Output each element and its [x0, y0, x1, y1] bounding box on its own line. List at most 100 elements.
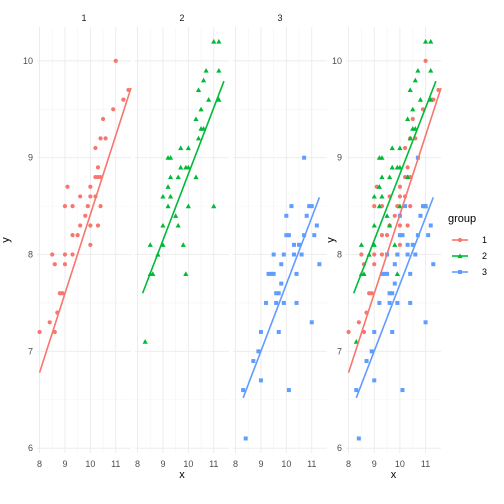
- data-point-group-1: [103, 136, 108, 141]
- facet-strip-label: 3: [277, 13, 282, 23]
- data-point-group-2: [165, 155, 171, 160]
- y-tick-label: 7: [28, 346, 33, 356]
- legend-key-marker-1: [457, 237, 463, 243]
- y-tick-label: 10: [23, 56, 33, 66]
- panel-2: 8 9 10 11 2: [135, 13, 229, 469]
- data-point-group-3: [369, 349, 374, 354]
- data-point-group-1: [397, 194, 403, 199]
- x-tick-label: 8: [233, 459, 238, 469]
- data-point-group-2: [387, 174, 393, 180]
- data-point-group-2: [415, 67, 421, 73]
- data-point-group-1: [379, 233, 385, 238]
- data-point-group-2: [417, 97, 424, 102]
- data-point-group-1: [75, 233, 80, 238]
- data-point-group-2: [183, 271, 189, 276]
- data-point-group-3: [307, 204, 312, 209]
- data-point-group-3: [397, 233, 402, 238]
- data-point-group-2: [173, 213, 179, 218]
- data-point-group-2: [384, 213, 390, 218]
- x-tick-label: 11: [421, 459, 430, 469]
- data-point-group-1: [78, 223, 83, 228]
- data-point-group-3: [405, 242, 410, 247]
- data-point-group-1: [88, 194, 93, 199]
- data-point-group-2: [178, 145, 184, 151]
- data-point-group-3: [317, 262, 322, 267]
- data-point-group-2: [198, 106, 204, 112]
- data-point-group-3: [413, 252, 418, 257]
- data-point-group-3: [302, 233, 307, 238]
- data-point-group-3: [372, 329, 377, 334]
- legend-label-2: 2: [482, 251, 487, 261]
- fit-line-group-2: [141, 80, 225, 294]
- data-point-group-1: [60, 291, 65, 296]
- legend-label-1: 1: [482, 235, 487, 245]
- data-point-group-3: [387, 300, 392, 305]
- x-tick-label: 11: [111, 459, 120, 469]
- data-point-group-1: [62, 204, 68, 209]
- data-point-group-3: [299, 252, 304, 257]
- data-point-group-2: [195, 135, 202, 141]
- data-point-group-1: [93, 145, 98, 151]
- data-point-group-3: [269, 271, 274, 276]
- data-point-group-1: [78, 194, 83, 199]
- data-point-group-2: [193, 116, 199, 122]
- data-point-group-3: [405, 252, 410, 257]
- fit-line-group-1: [38, 87, 132, 373]
- panels: 8 9 10 11 6 7 8 9 10 1 8 9 10 11 2 8 9 10 11 3 8 9 10 11 6 7 8 9 10: [23, 13, 442, 469]
- data-point-group-2: [410, 106, 416, 112]
- data-point-group-2: [216, 67, 222, 73]
- data-point-group-3: [274, 300, 279, 305]
- data-point-group-3: [276, 291, 281, 296]
- data-point-group-2: [211, 203, 217, 209]
- data-point-group-3: [291, 242, 296, 247]
- data-point-group-2: [165, 203, 171, 209]
- data-point-group-1: [402, 145, 408, 151]
- x-tick-label: 10: [85, 459, 95, 469]
- y-tick-label: 9: [28, 153, 33, 163]
- data-point-group-3: [289, 204, 294, 209]
- data-point-group-1: [70, 204, 75, 209]
- data-point-group-3: [274, 291, 279, 296]
- data-point-group-2: [428, 97, 434, 102]
- data-point-group-3: [264, 300, 269, 305]
- y-tick-label: 10: [332, 56, 342, 66]
- data-point-group-1: [83, 213, 88, 218]
- data-point-group-2: [175, 222, 181, 228]
- y-tick-label: 7: [337, 346, 342, 356]
- data-point-group-2: [389, 164, 395, 170]
- data-point-group-2: [394, 271, 400, 276]
- data-point-group-1: [356, 320, 361, 325]
- data-point-group-3: [426, 233, 431, 238]
- x-tick-label: 10: [281, 459, 291, 469]
- data-point-group-2: [376, 203, 382, 209]
- data-point-group-3: [395, 252, 400, 257]
- data-point-group-1: [423, 58, 428, 63]
- data-point-group-2: [185, 164, 191, 170]
- data-point-group-1: [52, 262, 57, 267]
- data-point-group-3: [400, 233, 405, 238]
- data-point-group-3: [392, 281, 397, 286]
- data-point-group-2: [160, 193, 166, 199]
- data-point-group-2: [371, 193, 377, 199]
- data-point-group-2: [193, 174, 199, 180]
- data-point-group-2: [203, 67, 209, 73]
- data-point-group-1: [405, 223, 410, 228]
- x-tick-label: 9: [62, 459, 67, 469]
- data-point-group-3: [284, 233, 289, 238]
- data-point-group-2: [407, 135, 413, 141]
- data-point-group-3: [423, 320, 428, 325]
- data-point-group-3: [276, 329, 281, 334]
- x-tick-label: 10: [183, 459, 193, 469]
- data-point-group-3: [309, 320, 314, 325]
- data-point-group-3: [392, 262, 397, 267]
- data-point-group-2: [150, 271, 156, 276]
- data-point-group-2: [167, 174, 174, 180]
- data-point-group-1: [379, 252, 385, 257]
- data-point-group-1: [369, 291, 374, 296]
- data-point-group-2: [216, 97, 222, 102]
- legend: group 1 2 3: [448, 213, 487, 277]
- data-point-group-3: [372, 378, 377, 383]
- data-point-group-3: [302, 155, 307, 160]
- data-point-group-2: [379, 193, 385, 199]
